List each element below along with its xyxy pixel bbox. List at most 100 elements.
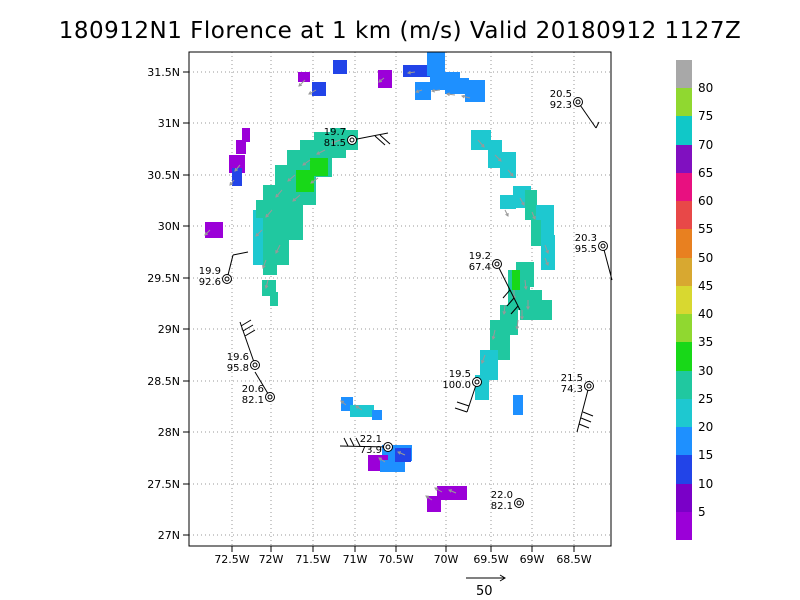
- wind-vector-head: [298, 82, 303, 87]
- lat-tick-label: 29N: [158, 323, 180, 336]
- wind-vector: [516, 319, 519, 330]
- wind-vector: [378, 77, 385, 83]
- wind-vector-head: [502, 311, 507, 316]
- wind-vector: [292, 194, 301, 202]
- wind-cell: [516, 262, 534, 287]
- station-marker-inner: [252, 362, 258, 368]
- colorbar-segment: [676, 455, 692, 484]
- colorbar-segment: [676, 398, 692, 428]
- wind-cell: [372, 410, 382, 420]
- station-pressure: 81.5: [324, 138, 346, 149]
- lon-tick-label: 68.5W: [556, 553, 591, 566]
- wind-vector: [446, 93, 456, 96]
- wind-vector-head: [378, 79, 383, 83]
- station-speed: 20.3: [575, 233, 597, 244]
- wind-barb: [577, 101, 597, 129]
- station-marker-inner: [600, 243, 606, 249]
- station-speed: 19.5: [449, 369, 471, 380]
- wind-vector-head: [523, 286, 528, 291]
- plot-frame: [188, 51, 612, 547]
- station-speed: 19.9: [199, 266, 221, 277]
- wind-vector: [397, 451, 406, 456]
- colorbar-label: 15: [698, 448, 714, 463]
- observation-station: 20.592.3: [550, 89, 600, 129]
- wind-vector-head: [264, 284, 269, 290]
- observation-station: 22.082.1: [491, 490, 524, 512]
- station-pressure: 82.1: [242, 395, 264, 406]
- wind-vector-head: [445, 92, 450, 97]
- lat-tick-label: 28N: [158, 426, 180, 439]
- colorbar-segment: [676, 144, 692, 173]
- lon-tick-label: 71.5W: [295, 553, 330, 566]
- station-marker-inner: [267, 394, 273, 400]
- wind-cell: [242, 128, 250, 142]
- station-speed: 22.1: [360, 434, 382, 445]
- lon-tick-label: 72W: [259, 553, 284, 566]
- colorbar-label: 80: [698, 81, 714, 96]
- station-marker-inner: [494, 261, 500, 267]
- colorbar-label: 35: [698, 335, 714, 350]
- lon-tick-label: 69.5W: [473, 553, 508, 566]
- wind-vectors: [204, 70, 549, 501]
- station-pressure: 95.5: [575, 244, 597, 255]
- observation-station: 19.781.5: [324, 127, 391, 149]
- wind-vector-head: [255, 232, 260, 237]
- lat-tick-label: 27.5N: [147, 478, 180, 491]
- wind-vector-head: [340, 400, 345, 404]
- wind-vector: [234, 164, 241, 172]
- colorbar-segment: [676, 172, 692, 202]
- wind-vector-head: [287, 178, 292, 182]
- wind-barb: [349, 437, 355, 447]
- wind-vector: [287, 174, 296, 182]
- lat-tick-label: 31N: [158, 117, 180, 130]
- colorbar-label: 20: [698, 420, 714, 435]
- wind-vector-head: [505, 212, 509, 217]
- wind-vector: [298, 79, 306, 87]
- wind-cell: [488, 140, 502, 168]
- lat-tick-label: 30.5N: [147, 169, 180, 182]
- colorbar-segment: [676, 60, 692, 89]
- station-marker: [514, 498, 524, 508]
- station-marker: [250, 360, 260, 370]
- station-speed: 20.6: [242, 384, 264, 395]
- wind-cell: [465, 80, 485, 102]
- station-speed: 22.0: [491, 490, 513, 501]
- scale-arrow-head: [499, 574, 506, 582]
- colorbar: [676, 60, 692, 540]
- colorbar-segment: [676, 511, 692, 540]
- wind-vector: [431, 89, 441, 92]
- wind-cell: [275, 165, 289, 265]
- colorbar-label: 5: [698, 504, 706, 519]
- wind-vector: [477, 139, 485, 148]
- wind-vector-head: [275, 249, 279, 254]
- lon-tick-label: 70W: [434, 553, 459, 566]
- colorbar-label: 60: [698, 194, 714, 209]
- lat-tick-label: 29.5N: [147, 272, 180, 285]
- wind-vector-head: [491, 335, 496, 341]
- wind-vector-head: [425, 495, 430, 499]
- wind-barb: [232, 251, 249, 256]
- colorbar-segment: [676, 257, 692, 286]
- station-marker: [492, 259, 502, 269]
- wind-vector-head: [526, 306, 530, 311]
- colorbar-label: 10: [698, 476, 714, 491]
- wind-vector-head: [355, 405, 360, 409]
- wind-cell: [232, 168, 242, 186]
- wind-vector-head: [310, 180, 315, 184]
- wind-vector: [262, 259, 267, 269]
- wind-vector-head: [331, 140, 336, 144]
- station-speed: 20.5: [550, 89, 572, 100]
- wind-cell: [236, 140, 246, 154]
- wind-cell: [427, 496, 441, 512]
- colorbar-label: 55: [698, 222, 714, 237]
- wind-cell: [512, 270, 520, 290]
- wind-barb: [240, 319, 252, 327]
- wind-barb: [578, 423, 590, 429]
- lon-tick-label: 71W: [343, 553, 368, 566]
- observation-station: 22.173.9: [339, 434, 393, 456]
- station-marker-inner: [575, 99, 581, 105]
- wind-vector-head: [481, 359, 485, 364]
- wind-vector-head: [262, 264, 266, 269]
- colorbar-label: 70: [698, 137, 714, 152]
- wind-vector: [302, 159, 311, 166]
